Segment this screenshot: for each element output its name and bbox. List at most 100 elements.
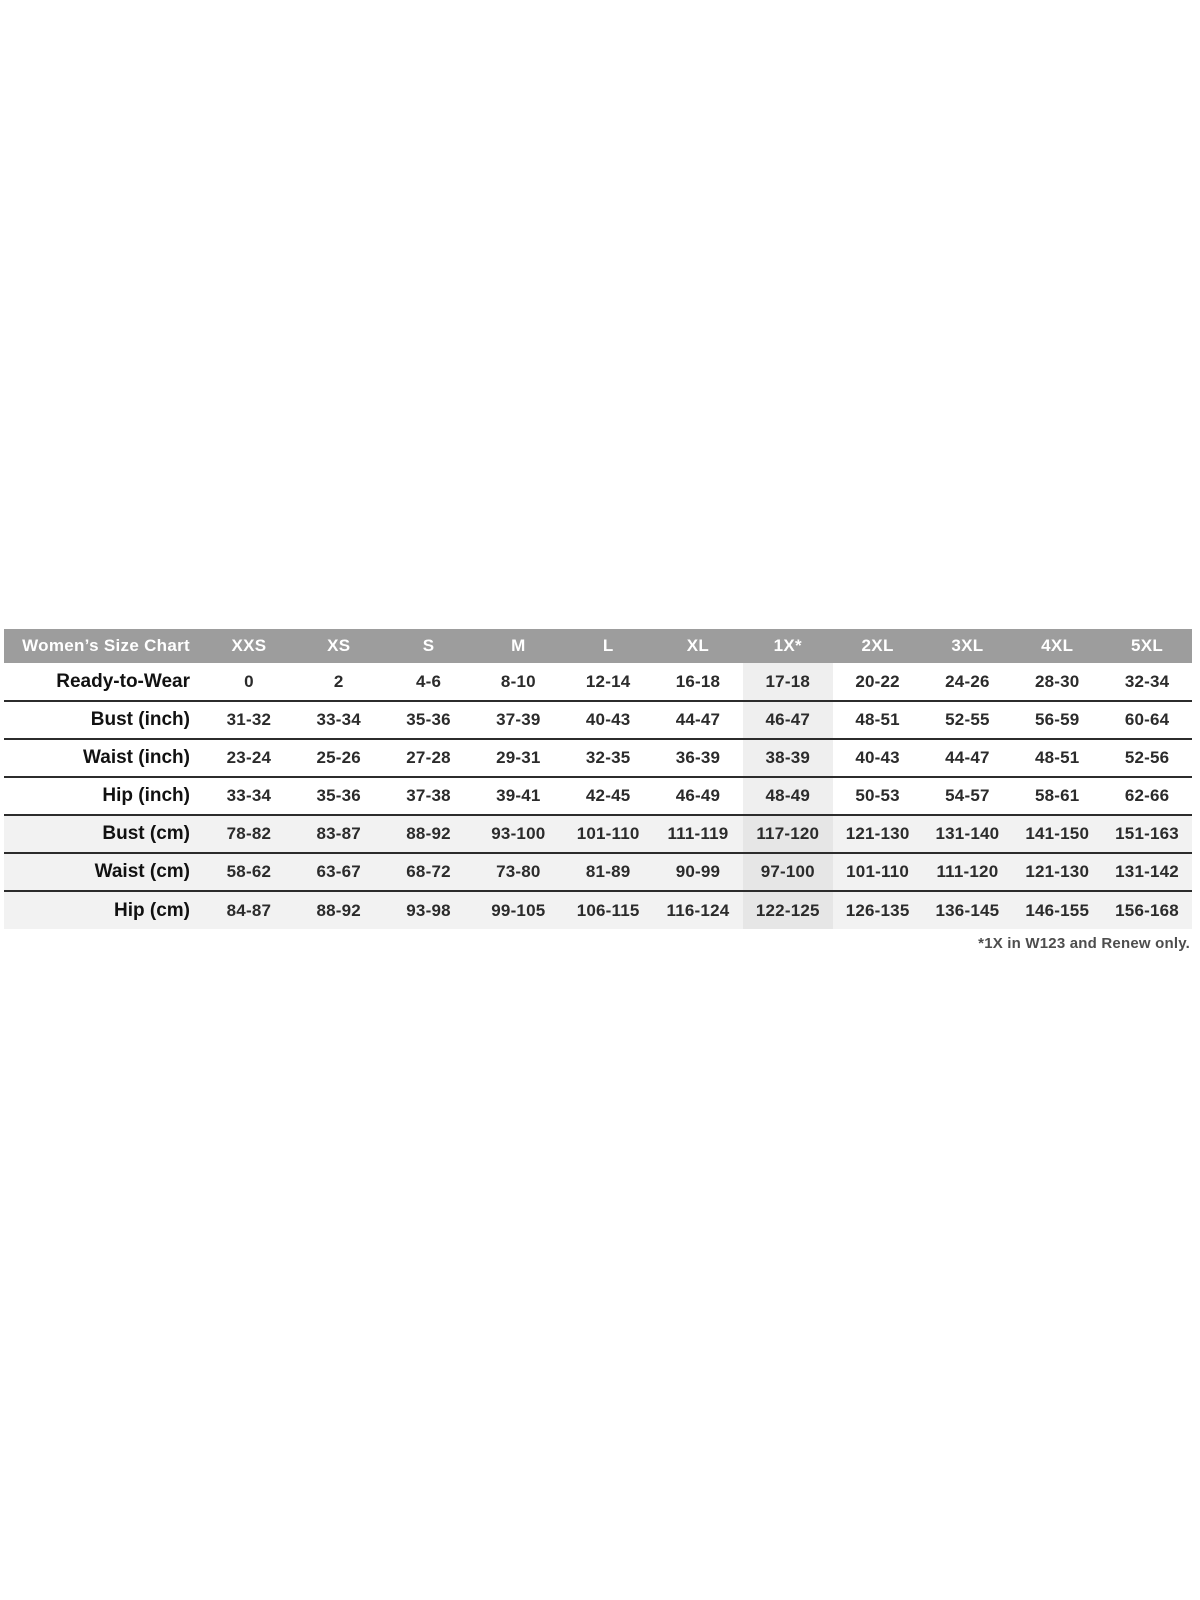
size-cell: 44-47 (945, 748, 990, 767)
size-cell: 151-163 (1102, 815, 1192, 853)
size-cell: 121-130 (1012, 853, 1103, 891)
size-cell: 156-168 (1102, 891, 1192, 929)
size-cell: 90-99 (653, 853, 743, 891)
size-cell: 36-39 (675, 748, 721, 767)
row-label: Hip (cm) (4, 891, 204, 929)
column-header: 1X* (742, 629, 833, 663)
size-cell: 31-32 (226, 710, 272, 729)
size-cell: 42-45 (585, 786, 631, 805)
size-cell: 48-49 (742, 777, 833, 815)
size-cell: 23-24 (226, 748, 272, 767)
size-cell: 48-51 (855, 710, 900, 729)
table-row: Bust (cm) 78-82 83-87 88-92 93-100 101-110 111… (4, 815, 1192, 853)
size-cell: 44-47 (675, 710, 721, 729)
size-cell: 68-72 (383, 853, 474, 891)
column-header: 2XL (832, 629, 923, 663)
size-cell: 24-26 (945, 671, 990, 691)
size-cell: 121-130 (832, 815, 923, 853)
size-cell: 97-100 (742, 853, 833, 891)
size-cell: 88-92 (383, 815, 474, 853)
column-header: XL (653, 629, 743, 663)
size-cell: 62-66 (1124, 786, 1170, 805)
size-cell: 37-39 (496, 710, 541, 729)
size-cell: 20-22 (855, 671, 900, 691)
column-header: XS (293, 629, 384, 663)
size-cell: 122-125 (742, 891, 833, 929)
size-cell: 25-26 (316, 748, 361, 767)
size-cell: 27-28 (406, 748, 451, 767)
size-cell: 93-100 (473, 815, 564, 853)
size-cell: 12-14 (585, 671, 631, 691)
size-cell: 60-64 (1124, 710, 1170, 729)
size-cell: 93-98 (383, 891, 474, 929)
size-cell: 35-36 (316, 786, 361, 805)
size-cell: 50-53 (855, 786, 900, 805)
size-cell: 63-67 (293, 853, 384, 891)
column-header: XXS (204, 629, 294, 663)
size-cell: 52-55 (945, 710, 990, 729)
row-label: Hip (inch) (102, 785, 190, 806)
table-row: Waist (inch) 23-24 25-26 27-28 29-31 32-35 36-… (4, 739, 1192, 777)
size-cell: 0 (244, 671, 254, 691)
size-cell: 131-140 (922, 815, 1013, 853)
column-header: L (563, 629, 654, 663)
size-cell: 58-61 (1034, 786, 1080, 805)
column-header: M (473, 629, 564, 663)
size-cell: 73-80 (473, 853, 564, 891)
size-cell: 111-120 (922, 853, 1013, 891)
size-cell: 17-18 (742, 663, 833, 701)
size-cell: 101-110 (832, 853, 923, 891)
size-cell: 46-49 (675, 786, 721, 805)
size-cell: 146-155 (1012, 891, 1103, 929)
column-header: 5XL (1102, 629, 1192, 663)
size-cell: 48-51 (1034, 748, 1080, 767)
column-header: 4XL (1012, 629, 1103, 663)
size-cell: 4-6 (415, 671, 442, 691)
row-label: Bust (cm) (4, 815, 204, 853)
row-label: Bust (inch) (90, 709, 190, 730)
size-cell: 39-41 (496, 786, 541, 805)
size-cell: 54-57 (945, 786, 990, 805)
table-head-row: Women’s Size Chart XXS XS S M L XL 1X* 2XL 3XL 4XL… (4, 629, 1192, 663)
table-row: Bust (inch) 31-32 33-34 35-36 37-39 40-43 44-4… (4, 701, 1192, 739)
size-cell: 88-92 (293, 891, 384, 929)
size-cell: 38-39 (742, 739, 833, 777)
row-label: Ready-to-Wear (56, 670, 190, 692)
column-header: 3XL (922, 629, 1013, 663)
size-cell: 40-43 (585, 710, 631, 729)
size-cell: 99-105 (473, 891, 564, 929)
size-cell: 81-89 (563, 853, 654, 891)
row-label: Waist (inch) (83, 747, 190, 768)
size-cell: 37-38 (406, 786, 451, 805)
size-cell: 106-115 (563, 891, 654, 929)
size-cell: 101-110 (563, 815, 654, 853)
size-cell: 8-10 (500, 671, 536, 691)
table-title: Women’s Size Chart (4, 629, 204, 663)
size-cell: 40-43 (855, 748, 900, 767)
size-cell: 16-18 (675, 671, 721, 691)
column-header: S (383, 629, 474, 663)
size-cell: 33-34 (226, 786, 272, 805)
size-cell: 46-47 (742, 701, 833, 739)
size-cell: 136-145 (922, 891, 1013, 929)
size-cell: 78-82 (204, 815, 294, 853)
size-cell: 33-34 (316, 710, 361, 729)
size-cell: 28-30 (1034, 671, 1080, 691)
table-header: Women’s Size Chart XXS XS S M L XL 1X* 2XL 3XL 4XL… (4, 629, 1192, 663)
size-cell: 116-124 (653, 891, 743, 929)
size-chart-table: Women’s Size Chart XXS XS S M L XL 1X* 2XL 3XL 4XL… (4, 629, 1192, 929)
size-cell: 52-56 (1124, 748, 1170, 767)
size-cell: 35-36 (406, 710, 451, 729)
footnote: *1X in W123 and Renew only. (978, 935, 1190, 952)
size-cell: 141-150 (1012, 815, 1103, 853)
size-cell: 56-59 (1034, 710, 1080, 729)
size-cell: 84-87 (204, 891, 294, 929)
size-cell: 58-62 (204, 853, 294, 891)
table-row: Hip (cm) 84-87 88-92 93-98 99-105 106-115 116-… (4, 891, 1192, 929)
size-cell: 32-35 (585, 748, 631, 767)
size-cell: 131-142 (1102, 853, 1192, 891)
size-cell: 83-87 (293, 815, 384, 853)
size-cell: 111-119 (653, 815, 743, 853)
size-cell: 29-31 (496, 748, 541, 767)
size-cell: 126-135 (832, 891, 923, 929)
